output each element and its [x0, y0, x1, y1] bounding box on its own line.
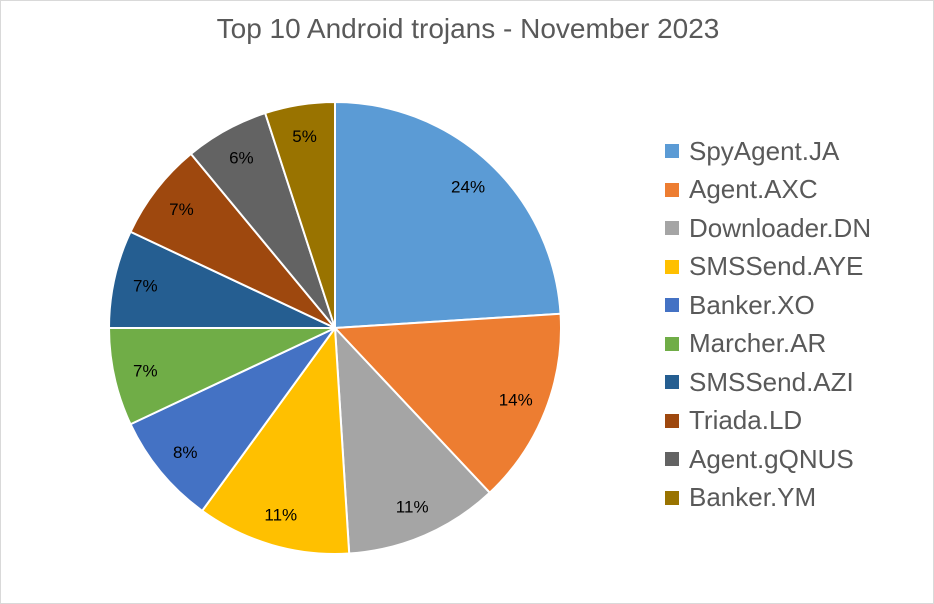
pie-slice-agent-axc [332, 312, 562, 495]
legend-label: Downloader.DN [689, 212, 872, 243]
legend-item: Marcher.AR [665, 326, 826, 362]
pie-slice-banker-xo [129, 327, 336, 513]
chart-title: Top 10 Android trojans - November 2023 [216, 13, 720, 44]
legend-swatch [665, 413, 679, 428]
legend-swatch [665, 259, 679, 274]
legend-label: Triada.LD [689, 405, 803, 435]
legend-item: Triada.LD [665, 403, 802, 439]
data-label: 5% [292, 127, 317, 146]
legend-swatch [665, 182, 679, 197]
legend-swatch [665, 221, 679, 235]
legend-item: SMSSend.AZI [665, 364, 854, 400]
pie-slice-spyagent-ja [334, 100, 562, 330]
data-label: 11% [264, 506, 297, 525]
legend-item: SMSSend.AYE [665, 249, 863, 285]
data-label: 7% [133, 361, 158, 380]
pie-slice-downloader-dn [333, 325, 492, 555]
legend-label: SMSSend.AYE [689, 251, 864, 281]
data-label: 6% [229, 149, 254, 168]
legend-label: SpyAgent.JA [689, 135, 840, 166]
legend-item: Agent.AXC [665, 172, 818, 208]
legend-swatch [665, 336, 679, 351]
data-label: 24% [451, 177, 485, 196]
legend-swatch [665, 298, 679, 312]
legend-swatch [665, 144, 679, 158]
legend-label: Banker.XO [689, 289, 815, 320]
legend-item: Agent.gQNUS [665, 441, 854, 477]
legend-label: Marcher.AR [689, 328, 827, 358]
data-label: 7% [133, 277, 158, 296]
legend-item: Banker.YM [665, 480, 816, 516]
legend-swatch [665, 490, 679, 505]
legend-label: SMSSend.AZI [689, 366, 854, 397]
pie-slice-smssend-aye [200, 325, 351, 555]
data-label: 8% [173, 443, 198, 462]
legend-swatch [665, 375, 679, 389]
pie-slice-banker-ym [263, 100, 336, 329]
legend-item: Downloader.DN [665, 210, 871, 246]
legend-item: SpyAgent.JA [665, 133, 839, 169]
legend-label: Banker.YM [689, 482, 817, 512]
data-label: 14% [499, 391, 533, 410]
legend-label: Agent.gQNUS [689, 443, 854, 474]
data-label: 11% [396, 497, 429, 516]
legend-label: Agent.AXC [689, 174, 818, 204]
legend-item: Banker.XO [665, 287, 815, 323]
data-label: 7% [169, 200, 194, 219]
legend-swatch [665, 452, 679, 466]
